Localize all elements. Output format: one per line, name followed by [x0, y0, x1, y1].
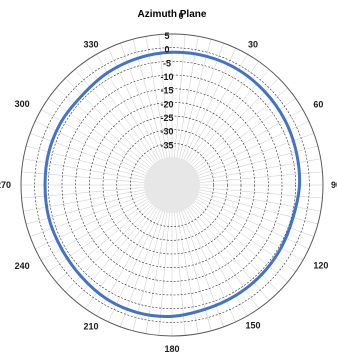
radial-tick-label: -20	[160, 99, 173, 109]
chart-title: Azimuth Plane	[138, 9, 207, 20]
radial-spoke	[35, 121, 146, 173]
angle-tick-label: 240	[15, 261, 30, 271]
radial-spoke	[22, 172, 145, 183]
radial-spoke	[97, 54, 159, 161]
radial-tick-labels: 5 0 -5 -10 -15 -20 -25 -30 -35	[160, 31, 173, 150]
radial-spoke	[190, 206, 269, 300]
angle-tick-label: 150	[245, 320, 260, 330]
radial-spoke	[197, 121, 308, 173]
angle-tick-label: 120	[313, 261, 328, 271]
radial-spoke	[196, 199, 303, 261]
radial-spoke	[41, 199, 148, 261]
radial-spoke	[22, 187, 145, 198]
radial-spoke	[200, 159, 321, 180]
radial-tick-label: -10	[160, 72, 173, 82]
radial-tick-label: -15	[160, 86, 173, 96]
angle-tick-label: 30	[248, 40, 258, 50]
radial-tick-label: -5	[163, 58, 171, 68]
radial-spoke	[184, 210, 236, 321]
radial-spoke	[200, 190, 321, 211]
radial-spoke	[41, 110, 148, 172]
radial-spoke	[75, 69, 154, 163]
inner-disc	[144, 157, 200, 213]
radial-spoke	[199, 192, 318, 224]
radial-tick-label: 0	[164, 45, 169, 55]
radial-spoke	[56, 88, 150, 167]
angle-tick-label: 0	[178, 11, 183, 21]
radial-tick-label: -30	[160, 127, 173, 137]
angle-tick-label: 180	[164, 344, 179, 354]
radial-spoke	[65, 78, 152, 165]
radial-spoke	[192, 205, 279, 292]
angle-tick-label: 270	[0, 180, 11, 190]
radial-tick-label: 5	[164, 31, 169, 41]
radial-spoke	[56, 203, 150, 282]
radial-spoke	[65, 205, 152, 292]
radial-spoke	[200, 187, 323, 198]
radial-spoke	[23, 190, 144, 211]
radial-spoke	[35, 197, 146, 249]
radial-tick-label: -25	[160, 113, 173, 123]
radial-spoke	[193, 203, 287, 282]
angle-tick-label: 330	[83, 40, 98, 50]
angle-tick-label: 300	[15, 99, 30, 109]
angle-tick-label: 60	[313, 100, 323, 110]
radial-spoke	[23, 159, 144, 180]
angle-tick-label: 90	[331, 180, 337, 190]
angle-tick-label: 210	[83, 321, 98, 331]
radial-spoke	[196, 110, 303, 172]
radial-spoke	[186, 209, 248, 316]
radial-tick-label: -35	[160, 140, 173, 150]
radial-spoke	[26, 146, 145, 178]
radial-spoke	[75, 206, 154, 300]
radial-spoke	[108, 48, 160, 159]
radial-spoke	[200, 172, 323, 183]
radial-spoke	[26, 192, 145, 224]
